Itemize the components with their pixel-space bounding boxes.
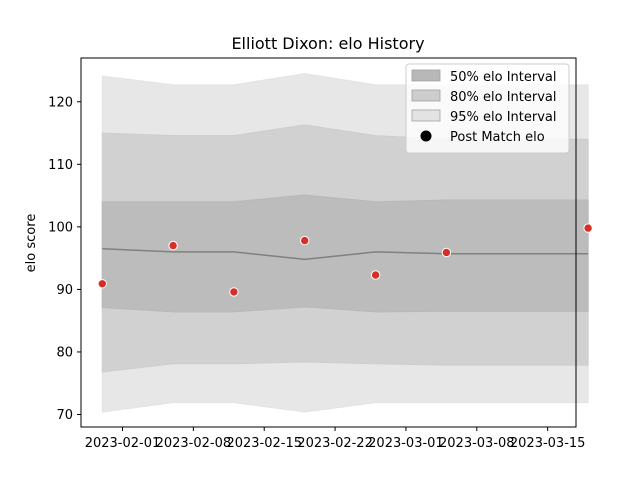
x-tick-label-2: 2023-02-15	[226, 436, 302, 451]
x-tick-label-5: 2023-03-08	[439, 436, 515, 451]
y-tick-label-1: 80	[56, 345, 73, 360]
plot-area	[97, 73, 593, 413]
band-2	[101, 194, 589, 313]
axes: 2023-02-012023-02-082023-02-152023-02-22…	[48, 95, 585, 451]
y-tick-label-5: 120	[48, 95, 73, 110]
legend-marker-3	[420, 130, 432, 142]
post-match-point-2	[229, 287, 239, 297]
chart-title: Elliott Dixon: elo History	[231, 34, 424, 53]
x-tick-label-4: 2023-03-01	[368, 436, 444, 451]
legend-swatch-2	[411, 109, 441, 122]
legend-swatch-1	[411, 89, 441, 102]
post-match-point-0	[97, 279, 108, 289]
legend-label-3: Post Match elo	[450, 130, 545, 145]
x-tick-label-3: 2023-02-22	[297, 436, 373, 451]
legend-label-0: 50% elo Interval	[450, 70, 557, 85]
x-tick-label-1: 2023-02-08	[156, 436, 232, 451]
post-match-point-5	[441, 247, 452, 258]
legend-label-2: 95% elo Interval	[450, 110, 557, 125]
post-match-point-6	[583, 223, 593, 233]
legend-swatch-0	[411, 69, 441, 82]
legend-label-1: 80% elo Interval	[450, 90, 557, 105]
post-match-point-4	[370, 270, 381, 280]
y-tick-label-0: 70	[56, 408, 73, 423]
post-match-point-1	[168, 240, 178, 251]
x-tick-label-0: 2023-02-01	[85, 436, 161, 451]
plot-frame	[80, 57, 577, 428]
y-tick-label-2: 90	[56, 283, 73, 298]
y-tick-label-4: 110	[48, 158, 73, 173]
y-axis-label: elo score	[24, 214, 39, 273]
post-match-point-3	[300, 235, 310, 246]
y-tick-label-3: 100	[48, 220, 73, 235]
legend: 50% elo Interval 80% elo Interval 95% elo …	[405, 63, 570, 154]
legend-box	[405, 63, 570, 154]
x-tick-label-6: 2023-03-15	[510, 436, 586, 451]
